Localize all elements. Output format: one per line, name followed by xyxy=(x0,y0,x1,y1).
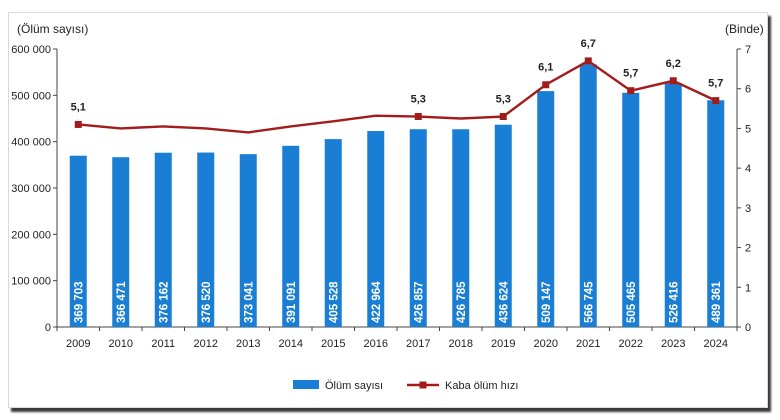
rate-marker-2022 xyxy=(627,87,635,95)
rate-value-label: 6,1 xyxy=(538,62,553,74)
x-axis-tick-label: 2010 xyxy=(109,338,133,350)
left-axis-title: (Ölüm sayısı) xyxy=(17,22,88,36)
x-axis-tick-label: 2012 xyxy=(194,338,218,350)
left-axis-tick-label: 100 000 xyxy=(11,276,51,288)
bar-2022 xyxy=(622,92,640,328)
x-axis-tick-label: 2023 xyxy=(661,338,685,350)
x-axis-tick-label: 2021 xyxy=(576,338,600,350)
bar-value-label: 366 471 xyxy=(116,281,128,323)
bar-2015 xyxy=(324,139,342,327)
left-axis-tick-label: 500 000 xyxy=(11,90,51,102)
x-axis-tick-label: 2020 xyxy=(534,338,558,350)
bar-2012 xyxy=(197,152,215,327)
bar-value-label: 405 528 xyxy=(328,281,340,323)
legend-bar-swatch xyxy=(293,380,319,389)
bar-2023 xyxy=(664,83,682,327)
right-axis-tick-label: 7 xyxy=(745,44,751,56)
x-axis-tick-label: 2015 xyxy=(321,338,345,350)
bar-2016 xyxy=(367,131,385,327)
bar-2013 xyxy=(239,154,257,327)
x-axis-tick-label: 2009 xyxy=(66,338,90,350)
bar-value-label: 526 416 xyxy=(668,281,680,323)
rate-marker-2020 xyxy=(542,81,550,89)
axes: 0 100 000 200 000 300 000 400 000 500 000 600 … xyxy=(11,44,751,350)
rate-value-label: 5,7 xyxy=(623,68,638,80)
bar-value-label: 489 361 xyxy=(711,281,723,323)
bar-value-label: 426 785 xyxy=(456,281,468,323)
bar-value-label: 422 964 xyxy=(371,281,383,323)
x-axis-tick-label: 2019 xyxy=(491,338,515,350)
bar-value-label: 566 745 xyxy=(583,281,595,323)
bar-value-label: 509 147 xyxy=(541,281,553,323)
x-axis-tick-label: 2018 xyxy=(449,338,473,350)
bar-series: 369 703 366 471 376 162 376 520 373 041 391 0… xyxy=(69,64,725,328)
bar-value-label: 376 162 xyxy=(158,281,170,323)
legend: Ölüm sayısı Kaba ölüm hızı xyxy=(293,380,518,392)
bar-value-label: 505 465 xyxy=(626,281,638,323)
rate-value-label: 5,7 xyxy=(708,78,723,90)
bar-value-label: 391 091 xyxy=(286,281,298,323)
right-axis-tick-label: 3 xyxy=(745,203,751,215)
line-series: 5,1 5,3 5,3 6,1 6,7 5,7 6,2 5,7 xyxy=(71,38,723,134)
bar-2014 xyxy=(282,145,300,327)
chart-frame: (Ölüm sayısı) (Binde) 0 100 000 200 000 300… xyxy=(8,12,768,408)
rate-marker-2019 xyxy=(499,113,507,121)
bar-2017 xyxy=(409,129,427,327)
right-axis-tick-label: 2 xyxy=(745,243,751,255)
x-axis-tick-label: 2016 xyxy=(364,338,388,350)
right-axis-tick-label: 1 xyxy=(745,282,751,294)
x-axis-tick-label: 2022 xyxy=(619,338,643,350)
x-axis-tick-label: 2024 xyxy=(704,338,728,350)
rate-marker-2017 xyxy=(414,113,422,121)
bar-value-label: 376 520 xyxy=(201,281,213,323)
left-axis-tick-label: 600 000 xyxy=(11,44,51,56)
rate-marker-2009 xyxy=(74,120,82,128)
legend-line-marker xyxy=(419,381,427,389)
bar-2024 xyxy=(707,100,725,328)
rate-value-label: 5,3 xyxy=(411,94,426,106)
right-axis-title: (Binde) xyxy=(725,22,764,36)
rate-value-label: 6,7 xyxy=(581,38,596,50)
bar-value-label: 373 041 xyxy=(243,281,255,323)
bar-2018 xyxy=(452,129,470,327)
legend-bar-label: Ölüm sayısı xyxy=(325,380,383,392)
rate-value-label: 5,1 xyxy=(71,101,86,113)
bar-2021 xyxy=(579,64,597,328)
bar-2009 xyxy=(69,155,87,327)
left-axis-tick-label: 200 000 xyxy=(11,229,51,241)
bar-2010 xyxy=(112,157,130,327)
x-axis-tick-label: 2017 xyxy=(406,338,430,350)
bar-2011 xyxy=(154,152,172,327)
rate-marker-2023 xyxy=(669,77,677,85)
right-axis-tick-label: 0 xyxy=(745,322,751,334)
rate-marker-2021 xyxy=(584,57,592,65)
right-axis-tick-label: 5 xyxy=(745,123,751,135)
right-axis-tick-label: 4 xyxy=(745,163,751,175)
bar-value-label: 436 624 xyxy=(498,281,510,323)
bar-2020 xyxy=(537,91,555,328)
rate-value-label: 5,3 xyxy=(496,94,511,106)
x-axis-tick-label: 2013 xyxy=(236,338,260,350)
left-axis-tick-label: 300 000 xyxy=(11,183,51,195)
rate-value-label: 6,2 xyxy=(666,58,681,70)
x-axis-tick-label: 2014 xyxy=(279,338,303,350)
bar-value-label: 369 703 xyxy=(73,281,85,323)
right-axis-tick-label: 6 xyxy=(745,84,751,96)
left-axis-tick-label: 0 xyxy=(45,322,51,334)
bar-value-label: 426 857 xyxy=(413,281,425,323)
rate-line xyxy=(78,59,717,134)
left-axis-tick-label: 400 000 xyxy=(11,137,51,149)
bar-2019 xyxy=(494,124,512,328)
rate-marker-2024 xyxy=(712,97,720,105)
x-axis-tick-label: 2011 xyxy=(151,338,175,350)
legend-line-label: Kaba ölüm hızı xyxy=(445,380,518,392)
